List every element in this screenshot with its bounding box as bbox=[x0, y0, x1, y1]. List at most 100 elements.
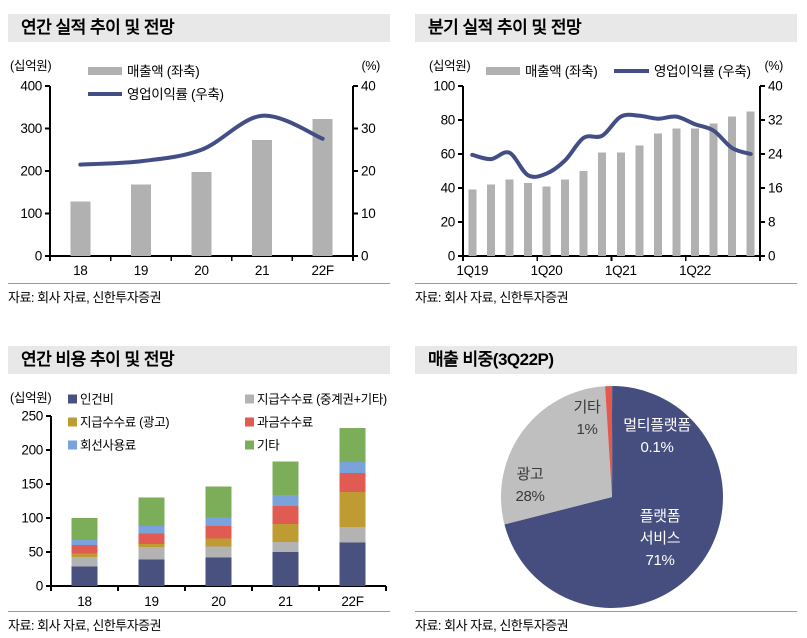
pie-slice-label: 멀티플랫폼 bbox=[623, 417, 691, 434]
source-note: 자료: 회사 자료, 신한투자증권 bbox=[415, 611, 797, 634]
x-category-label: 20 bbox=[194, 263, 208, 278]
right-tick-label: 32 bbox=[768, 113, 782, 128]
legend-bar-label: 매출액 (좌축) bbox=[127, 64, 199, 79]
left-tick-label: 60 bbox=[441, 147, 455, 162]
stack-segment bbox=[205, 526, 232, 539]
stack-segment bbox=[71, 539, 98, 546]
bar bbox=[542, 186, 551, 256]
legend-bar-swatch bbox=[88, 67, 122, 75]
pie-slice-label: 1% bbox=[576, 421, 597, 438]
bar bbox=[130, 184, 151, 256]
legend-label: 기타 bbox=[257, 439, 280, 453]
legend: 매출액 (좌축) 영업이익률 (우축) bbox=[88, 64, 224, 102]
left-tick-label: 40 bbox=[441, 181, 455, 196]
left-tick-label: 150 bbox=[21, 477, 43, 492]
pie-slice bbox=[501, 386, 612, 525]
left-tick-label: 0 bbox=[35, 249, 42, 264]
stack-segment bbox=[205, 486, 232, 518]
bar bbox=[579, 171, 588, 256]
axes bbox=[458, 85, 765, 261]
stack-segment bbox=[138, 559, 165, 586]
bar bbox=[672, 128, 681, 256]
left-tick-label: 400 bbox=[20, 79, 42, 94]
pie bbox=[501, 386, 723, 608]
legend-line-label: 영업이익률 (우축) bbox=[127, 87, 224, 102]
margin-trend-line bbox=[78, 113, 325, 167]
stack-segment bbox=[272, 494, 299, 506]
pie-slice-label: 서비스 bbox=[640, 530, 681, 547]
legend-swatch bbox=[245, 440, 254, 450]
right-tick-label: 40 bbox=[361, 79, 375, 94]
bar bbox=[486, 184, 495, 256]
right-tick-label: 0 bbox=[768, 249, 775, 264]
right-tick-label: 24 bbox=[768, 147, 783, 162]
stack-segment bbox=[272, 461, 299, 495]
x-category-label: 20 bbox=[211, 594, 225, 609]
stack-segment bbox=[272, 541, 299, 552]
stack-segment bbox=[138, 526, 165, 534]
stack-segment bbox=[205, 517, 232, 527]
stack-segment bbox=[272, 552, 299, 586]
pie-slice-label: 광고 bbox=[516, 466, 543, 483]
legend-swatch bbox=[68, 394, 77, 404]
stack-segment bbox=[339, 492, 366, 527]
left-tick-label: 250 bbox=[21, 409, 43, 424]
bar bbox=[709, 123, 718, 257]
bar bbox=[635, 145, 644, 256]
x-category-label: 21 bbox=[278, 594, 292, 609]
source-note: 자료: 회사 자료, 신한투자증권 bbox=[8, 283, 390, 306]
x-category-label: 21 bbox=[255, 263, 269, 278]
x-category-label: 18 bbox=[73, 263, 87, 278]
stack-segment bbox=[71, 553, 98, 557]
bar bbox=[252, 139, 273, 256]
stack-segment bbox=[205, 546, 232, 558]
stack-segment bbox=[339, 526, 366, 543]
x-category-label: 19 bbox=[144, 594, 158, 609]
stack-segment bbox=[339, 473, 366, 493]
source-note: 자료: 회사 자료, 신한투자증권 bbox=[8, 611, 390, 634]
legend-swatch bbox=[68, 417, 77, 427]
left-tick-label: 200 bbox=[20, 164, 42, 179]
x-category-label: 19 bbox=[134, 263, 148, 278]
chart-title-revenue-mix: 매출 비중(3Q22P) bbox=[415, 346, 797, 374]
legend-bar-label: 매출액 (좌축) bbox=[525, 64, 597, 79]
pie-slice bbox=[504, 386, 723, 608]
pie-slice-label: 0.1% bbox=[641, 439, 674, 456]
pie-slice-label: 71% bbox=[645, 552, 674, 569]
stack-segment bbox=[205, 557, 232, 586]
bar bbox=[70, 201, 91, 256]
legend-swatch bbox=[245, 394, 254, 404]
bar bbox=[312, 119, 333, 257]
bar bbox=[598, 152, 607, 256]
left-tick-label: 80 bbox=[441, 113, 455, 128]
bar bbox=[653, 133, 662, 256]
bar bbox=[523, 182, 532, 256]
right-tick-label: 20 bbox=[361, 164, 375, 179]
stack-segment bbox=[138, 533, 165, 544]
stack-segment bbox=[71, 518, 98, 540]
x-category-label: 22F bbox=[312, 263, 334, 278]
source-note: 자료: 회사 자료, 신한투자증권 bbox=[415, 283, 797, 306]
bar bbox=[561, 179, 570, 256]
bar bbox=[691, 128, 700, 256]
pie-slice-label: 플랫폼 bbox=[640, 508, 681, 525]
chart-title-cost: 연간 비용 추이 및 전망 bbox=[8, 346, 390, 374]
quarterly-revenue-margin-chart: (십억원) (%) 0 20 40 60 80 100 0 8 16 24 32 40 1Q19 1Q20 1Q… bbox=[429, 59, 784, 278]
bar bbox=[505, 179, 514, 256]
right-tick-label: 16 bbox=[768, 181, 782, 196]
x-category-label: 1Q20 bbox=[531, 263, 563, 278]
legend-line-label: 영업이익률 (우축) bbox=[654, 64, 751, 79]
stack-segment bbox=[339, 428, 366, 463]
right-axis-unit-label: (%) bbox=[764, 59, 783, 73]
left-tick-label: 20 bbox=[441, 215, 455, 230]
right-tick-label: 0 bbox=[361, 249, 368, 264]
stack-segment bbox=[71, 545, 98, 554]
chart-title-quarterly: 분기 실적 추이 및 전망 bbox=[415, 14, 797, 42]
legend-bar-swatch bbox=[486, 67, 520, 75]
chart-title-annual: 연간 실적 추이 및 전망 bbox=[8, 14, 390, 42]
revenue-bars bbox=[468, 111, 755, 257]
left-tick-label: 0 bbox=[36, 579, 43, 594]
